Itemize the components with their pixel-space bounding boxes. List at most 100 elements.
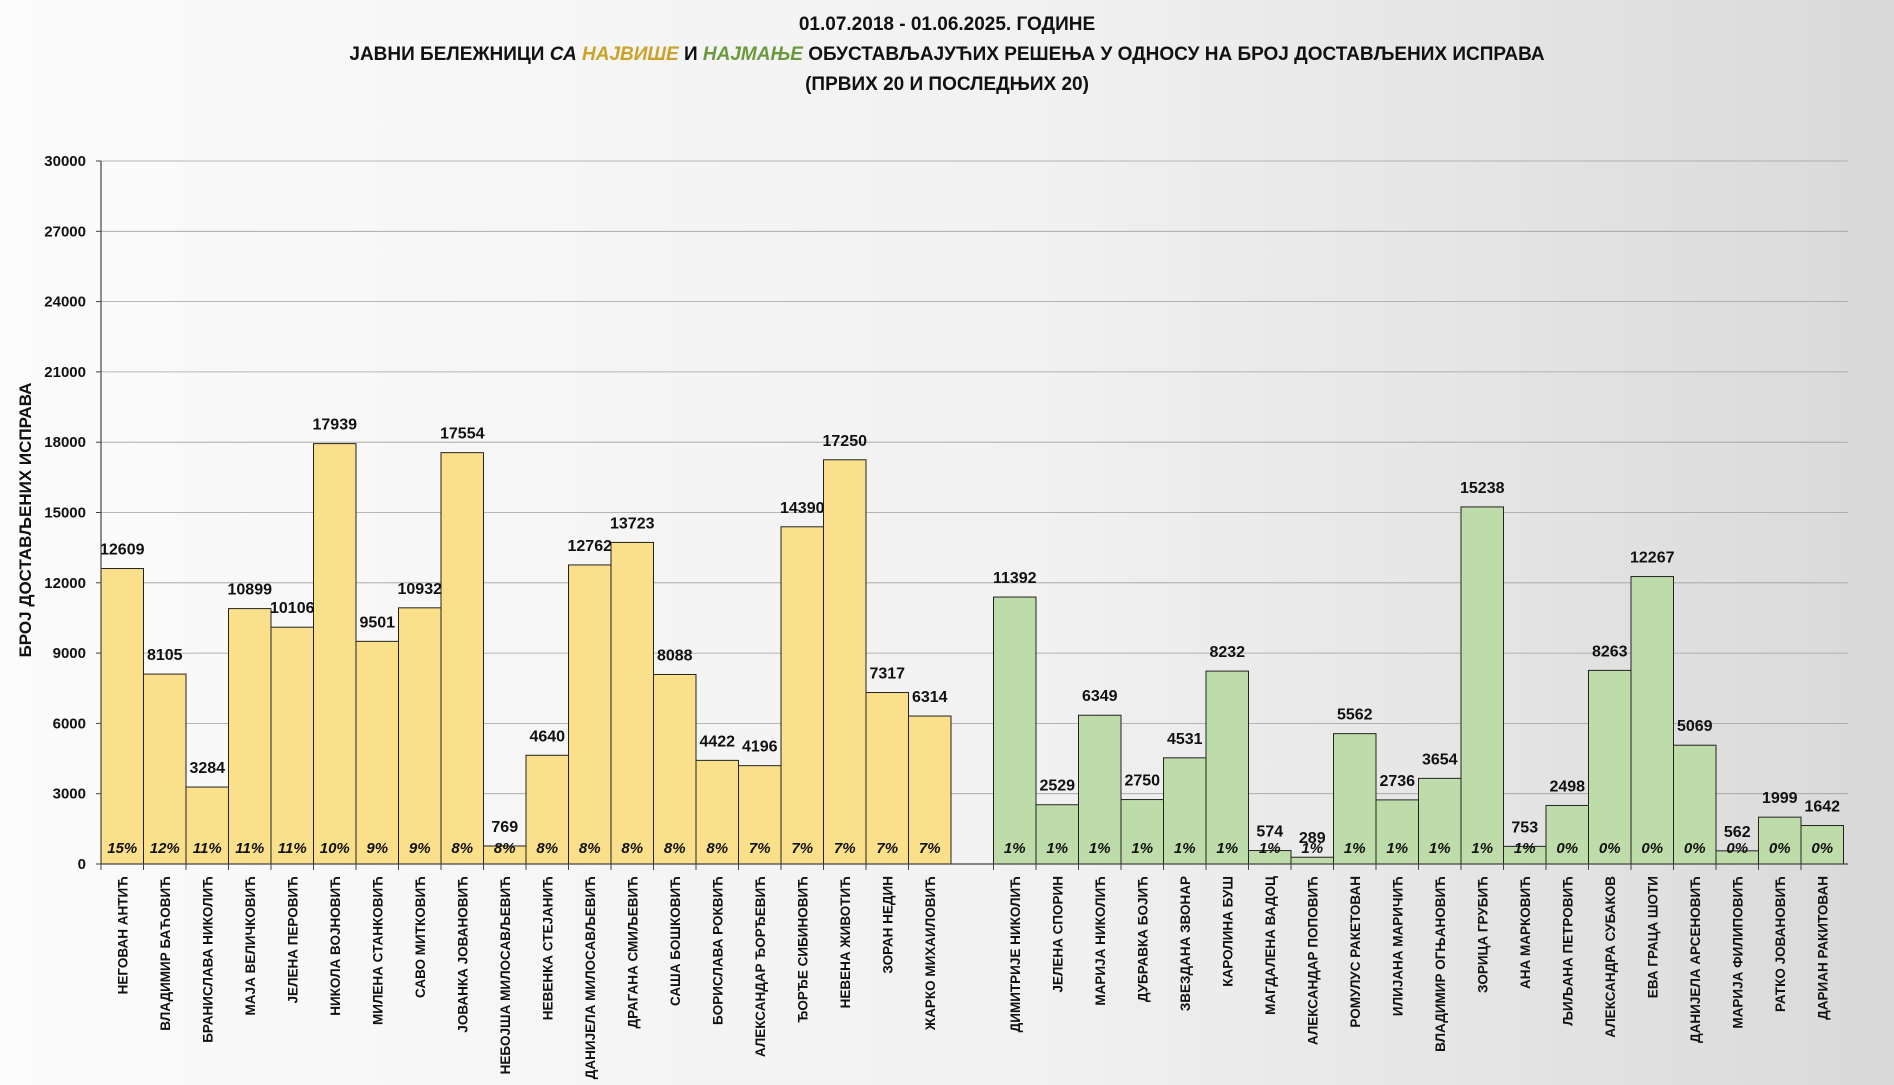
bar <box>228 608 272 865</box>
y-tick-label: 24000 <box>44 294 86 311</box>
category-label: АНА МАРКОВИЋ <box>1518 876 1533 989</box>
category-label: БРАНИСЛАВА НИКОЛИЋ <box>200 876 215 1043</box>
category-label: МАРИЈА НИКОЛИЋ <box>1093 876 1108 1006</box>
bar <box>1163 757 1207 865</box>
category-label: МАГДАЛЕНА ВАДОЦ <box>1263 876 1278 1015</box>
bar-value-label: 14390 <box>780 500 825 517</box>
title-highlight-most: НАЈВИШЕ <box>582 44 679 65</box>
title-line-2-part-d: И <box>678 44 703 65</box>
bar-value-label: 562 <box>1724 824 1751 841</box>
bar-percent-label: 1% <box>1174 840 1196 857</box>
bar-value-label: 12267 <box>1630 550 1675 567</box>
category-label: ДАНИЈЕЛА АРСЕНОВИЋ <box>1688 876 1703 1043</box>
bar-percent-label: 1% <box>1471 840 1493 857</box>
bar-value-label: 8088 <box>657 647 693 664</box>
bar-value-label: 289 <box>1299 830 1326 847</box>
bar-value-label: 4531 <box>1167 731 1203 748</box>
bar-value-label: 5562 <box>1337 707 1373 724</box>
bar-value-label: 13723 <box>610 515 655 532</box>
bar-percent-label: 1% <box>1386 840 1408 857</box>
category-label: ДРАГАНА СМИЉЕВИЋ <box>625 876 640 1029</box>
bar <box>1078 714 1122 865</box>
category-label: НЕВЕНА ЖИВОТИЋ <box>838 876 853 1008</box>
bar-percent-label: 8% <box>579 840 601 857</box>
y-axis-label: БРОЈ ДОСТАВЉЕНИХ ИСПРАВА <box>16 383 35 658</box>
title-line-2-part-b: СА <box>549 44 582 65</box>
bar <box>865 692 909 865</box>
bar-value-label: 9501 <box>359 614 395 631</box>
bar-value-label: 1642 <box>1804 799 1840 816</box>
bar-value-label: 2498 <box>1549 778 1585 795</box>
category-label: ДАРИАН РАКИТОВАН <box>1815 876 1830 1020</box>
category-label: ЈЕЛЕНА СПОРИН <box>1050 876 1065 993</box>
bar-percent-label: 9% <box>409 840 431 857</box>
bar <box>780 526 824 865</box>
bar-percent-label: 8% <box>451 840 473 857</box>
bar-value-label: 1999 <box>1762 790 1798 807</box>
category-label: ЕВА ГРАЦА ШОТИ <box>1645 876 1660 998</box>
category-label: НЕВЕНКА СТЕЈАНИЋ <box>540 876 555 1020</box>
category-label: ЂОРЂЕ СИБИНОВИЋ <box>795 876 810 1023</box>
bar-value-label: 753 <box>1511 819 1538 836</box>
category-label: САША БОШКОВИЋ <box>668 876 683 1006</box>
category-label: КАРОЛИНА БУШ <box>1220 876 1235 987</box>
bar-percent-label: 1% <box>1301 840 1323 857</box>
category-label: НИКОЛА ВОЈНОВИЋ <box>328 876 343 1016</box>
bar-percent-label: 1% <box>1429 840 1451 857</box>
bar-value-label: 574 <box>1256 824 1283 841</box>
bar-value-label: 8232 <box>1209 644 1245 661</box>
bar-percent-label: 0% <box>1641 840 1663 857</box>
title-highlight-least: НАЈМАЊЕ <box>702 44 803 65</box>
y-tick-label: 12000 <box>44 575 86 592</box>
bar-percent-label: 1% <box>1131 840 1153 857</box>
y-tick-label: 27000 <box>44 223 86 240</box>
y-tick-label: 0 <box>78 856 86 873</box>
bar-percent-label: 8% <box>706 840 728 857</box>
bar <box>610 541 654 865</box>
category-label: ЈЕЛЕНА ПЕРОВИЋ <box>285 876 300 1004</box>
bar-percent-label: 12% <box>150 840 180 857</box>
bar-value-label: 2750 <box>1124 773 1160 790</box>
category-label: ДИМИТРИЈЕ НИКОЛИЋ <box>1008 876 1023 1032</box>
category-label: РОМУЛУС РАКЕТОВАН <box>1348 876 1363 1028</box>
bar-value-label: 8263 <box>1592 643 1628 660</box>
bar <box>1630 576 1674 865</box>
bar-percent-label: 11% <box>193 840 222 857</box>
bar-value-label: 10899 <box>228 582 273 599</box>
title-line-2-part-a: ЈАВНИ БЕЛЕЖНИЦИ <box>349 44 550 65</box>
bar <box>100 568 144 865</box>
bar-percent-label: 11% <box>278 840 307 857</box>
y-tick-label: 6000 <box>53 715 86 732</box>
category-label: АЛЕКСАНДАР ПОПОВИЋ <box>1305 876 1320 1045</box>
category-labels: НЕГОВАН АНТИЋ ВЛАДИМИР БАЋОВИЋ БРАНИСЛАВА … <box>100 864 1830 1079</box>
bar <box>1035 804 1079 865</box>
category-label: АЛЕКСАНДРА СУБАКОВ <box>1603 876 1618 1038</box>
bar-percent-label: 1% <box>1514 840 1536 857</box>
title-line-1: 01.07.2018 - 01.06.2025. ГОДИНЕ <box>798 14 1096 35</box>
bar-value-label: 3654 <box>1422 751 1458 768</box>
bar-value-label: 15238 <box>1460 480 1505 497</box>
bar-value-label: 3284 <box>189 760 225 777</box>
bar <box>1758 816 1802 865</box>
bar-value-label: 12609 <box>100 542 145 559</box>
bar-value-label: 4196 <box>742 739 778 756</box>
category-label: ЗОРИЦА ГРУБИЋ <box>1475 876 1490 993</box>
bar-percent-label: 1% <box>1259 840 1281 857</box>
title-line-3: (ПРВИХ 20 И ПОСЛЕДЊИХ 20) <box>805 74 1089 95</box>
bar-percent-label: 7% <box>791 840 813 857</box>
y-tick-label: 15000 <box>44 505 86 522</box>
chart-title: 01.07.2018 - 01.06.2025. ГОДИНЕ ЈАВНИ БЕ… <box>0 10 1894 100</box>
bar-value-label: 8105 <box>147 647 183 664</box>
bar-value-label: 11392 <box>993 570 1037 587</box>
bar <box>1205 670 1249 865</box>
bar-value-label: 4640 <box>529 728 565 745</box>
bar <box>1120 799 1164 865</box>
bar-percent-label: 7% <box>834 840 856 857</box>
category-label: МИЛЕНА СТАНКОВИЋ <box>370 876 385 1025</box>
bar <box>738 765 782 865</box>
bar <box>143 673 187 865</box>
bar-value-label: 17250 <box>823 433 868 450</box>
bar-percent-label: 0% <box>1726 840 1748 857</box>
bars <box>100 443 1844 865</box>
